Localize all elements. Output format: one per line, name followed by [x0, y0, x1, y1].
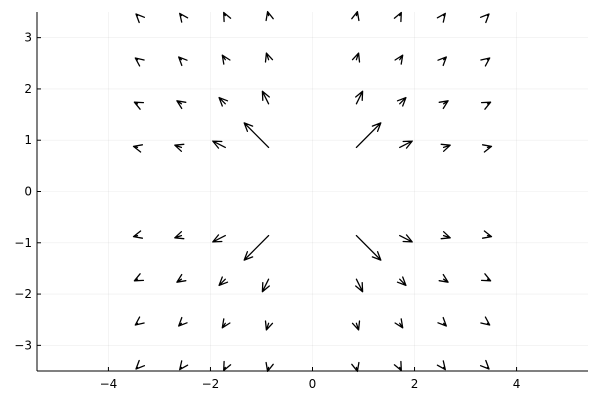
quiver-arrow — [355, 278, 364, 293]
quiver-arrow — [351, 361, 360, 373]
quiver-arrow — [135, 13, 146, 24]
quiver-arrow — [394, 318, 404, 329]
quiver-arrow — [178, 316, 188, 327]
quiver-arrow — [174, 231, 185, 240]
quiver-arrow — [480, 101, 492, 110]
quiver-arrow — [221, 54, 231, 65]
quiver-arrow — [264, 52, 274, 63]
quiver-arrow — [479, 13, 490, 24]
quiver-arrow — [440, 143, 451, 152]
quiver-arrow — [393, 11, 402, 23]
quiver-arrow — [436, 360, 446, 371]
quiver-arrow — [265, 10, 274, 22]
quiver-arrow — [394, 54, 404, 65]
quiver-arrow — [396, 276, 407, 287]
quiver-arrow — [399, 140, 413, 149]
quiver-arrow — [437, 316, 447, 327]
quiver-arrow — [351, 10, 360, 22]
y-axis-ticks: −3 −2 −1 0 1 2 3 — [14, 31, 41, 352]
x-tick-label: 0 — [309, 377, 317, 391]
quiver-arrow — [480, 57, 491, 67]
y-tick-label: 0 — [24, 185, 32, 199]
quiver-arrow — [243, 234, 270, 261]
quiver-arrow — [399, 234, 413, 243]
quiver-arrow — [243, 122, 270, 149]
y-tick-label: 2 — [24, 82, 32, 96]
quiver-arrow — [436, 12, 446, 23]
quiver-arrow — [133, 101, 145, 110]
quiver-arrow — [480, 273, 492, 282]
quiver-arrow — [355, 122, 382, 149]
quiver-arrow — [178, 56, 188, 67]
quiver-arrow — [351, 52, 361, 63]
quiver-arrow — [212, 234, 226, 243]
y-tick-label: 1 — [24, 133, 32, 147]
grid-lines — [37, 12, 588, 371]
quiver-arrow — [133, 273, 145, 282]
quiver-arrow — [351, 320, 361, 331]
y-tick-label: −1 — [14, 236, 32, 250]
x-tick-label: 4 — [513, 377, 521, 391]
quiver-arrow — [479, 359, 490, 370]
quiver-arrow — [438, 100, 449, 110]
quiver-arrow — [179, 12, 189, 23]
quiver-arrow — [218, 96, 229, 107]
quiver-arrow — [176, 273, 187, 283]
quiver-arrow — [440, 231, 451, 240]
quiver-arrow — [212, 140, 226, 149]
quiver-arrow — [355, 234, 382, 261]
quiver-arrow — [132, 230, 144, 239]
quiver-arrow — [179, 360, 189, 371]
y-tick-label: −3 — [14, 338, 32, 352]
quiver-arrow — [396, 96, 407, 107]
y-tick-label: 3 — [24, 31, 32, 45]
x-axis-ticks: −4 −2 0 2 4 — [100, 367, 521, 391]
quiver-arrow — [437, 56, 447, 67]
quiver-arrow — [265, 361, 274, 373]
x-tick-label: 2 — [411, 377, 419, 391]
quiver-arrow — [223, 11, 232, 23]
quiver-arrow — [261, 90, 270, 105]
x-tick-label: −2 — [202, 377, 220, 391]
x-tick-label: −4 — [100, 377, 118, 391]
quiver-arrow — [393, 360, 402, 372]
quiver-arrow — [134, 316, 145, 326]
quiver-arrow — [480, 316, 491, 326]
quiver-arrow — [261, 278, 270, 293]
quiver-arrow — [218, 276, 229, 287]
quiver-arrow — [174, 143, 185, 152]
quiver-arrow — [264, 320, 274, 331]
quiver-arrow — [438, 273, 449, 283]
quiver-arrow — [223, 360, 232, 372]
quiver-arrow — [176, 100, 187, 110]
quiver-arrow — [135, 359, 146, 370]
quiver-arrow — [221, 318, 231, 329]
quiver-arrow — [481, 230, 493, 239]
quiver-arrow — [355, 90, 364, 105]
quiver-arrow — [132, 144, 144, 153]
quiver-arrow — [134, 57, 145, 67]
y-tick-label: −2 — [14, 287, 32, 301]
quiver-arrow — [481, 144, 493, 153]
quiver-arrows — [132, 10, 493, 373]
